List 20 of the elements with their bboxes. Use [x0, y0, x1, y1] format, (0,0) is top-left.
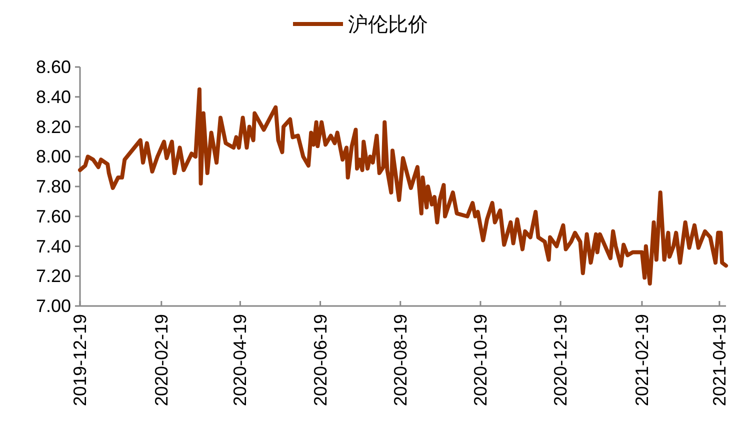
x-tick-label: 2020-06-19: [310, 314, 330, 406]
y-tick-label: 8.00: [36, 146, 71, 167]
x-tick-label: 2020-04-19: [230, 314, 250, 406]
line-series: [78, 87, 728, 286]
y-tick-label: 8.40: [36, 86, 71, 107]
y-tick-label: 7.00: [36, 296, 71, 316]
x-tick-label: 2019-12-19: [70, 314, 90, 406]
y-tick-label: 7.60: [36, 206, 71, 226]
y-tick-label: 7.40: [36, 236, 71, 256]
x-tick-label: 2020-02-19: [151, 314, 172, 406]
x-tick-label: 2021-02-19: [632, 314, 652, 406]
x-tick-label: 2020-10-19: [470, 314, 490, 406]
x-tick-label: 2020-12-19: [550, 314, 571, 406]
x-tick-label: 2021-04-19: [709, 314, 730, 406]
y-tick-label: 8.60: [36, 57, 71, 77]
y-tick-label: 7.80: [36, 176, 71, 196]
legend-label: 沪伦比价: [348, 13, 428, 36]
y-tick-label: 8.20: [36, 116, 71, 137]
x-tick-label: 2020-08-19: [390, 314, 410, 406]
y-tick-label: 7.20: [36, 266, 71, 286]
